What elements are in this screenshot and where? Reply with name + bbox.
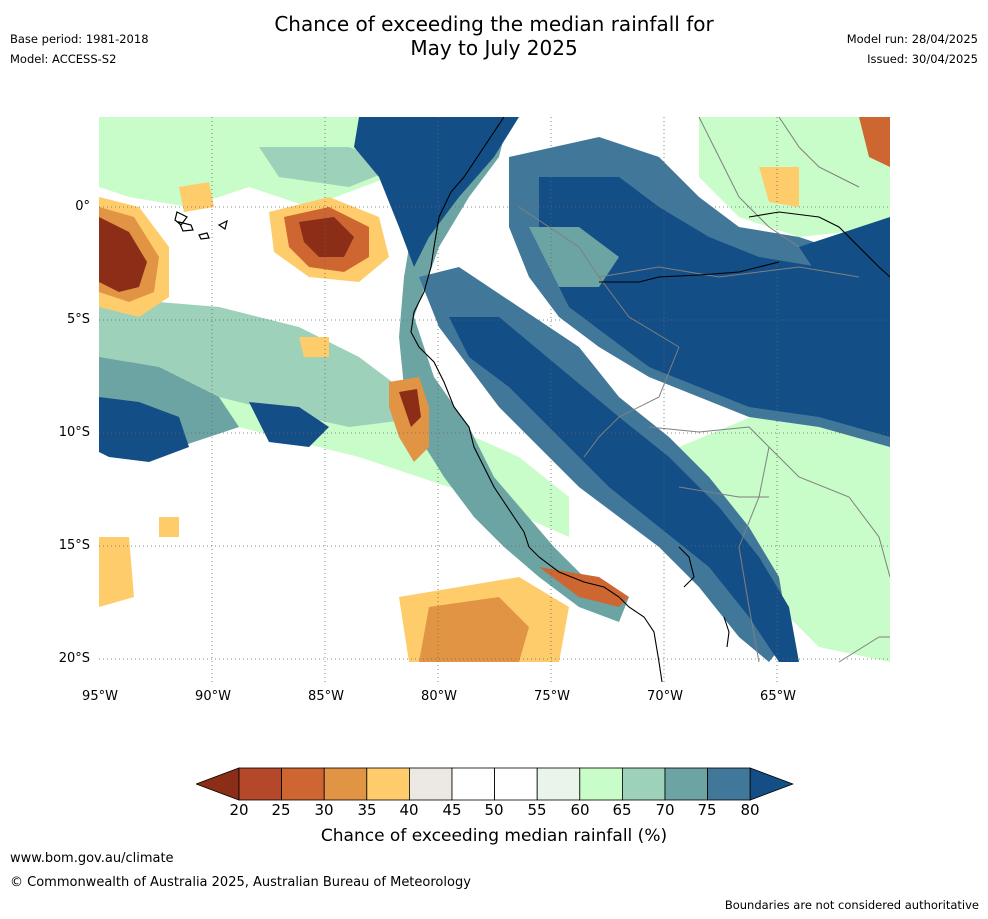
region-teal-amazon	[529, 227, 619, 287]
lon-tick-75w: 75°W	[534, 689, 570, 704]
colorbar-extend-high	[749, 767, 795, 801]
lon-tick-85w: 85°W	[308, 689, 344, 704]
blob-dry-sw	[99, 537, 134, 607]
meta-left: Base period: 1981-2018 Model: ACCESS-S2	[10, 29, 149, 69]
country-borders	[518, 116, 891, 663]
blob-dry-coast-1-core	[399, 389, 421, 427]
blob-dry-small	[299, 337, 329, 357]
colorbar-label-60: 60	[570, 801, 590, 819]
lat-tick-5s: 5°S	[66, 312, 90, 327]
blob-dry-ne-2	[759, 167, 799, 207]
colorbar-label-35: 35	[357, 801, 377, 819]
colorbar-swatch	[408, 767, 453, 801]
colorbar-label-75: 75	[697, 801, 717, 819]
colorbar-title: Chance of exceeding median rainfall (%)	[320, 826, 668, 846]
blob-dry-south-mid	[419, 597, 529, 662]
footer-url: www.bom.gov.au/climate	[10, 851, 174, 866]
region-green-nw	[99, 117, 399, 207]
colorbar-label-40: 40	[399, 801, 419, 819]
galapagos-islands	[174, 211, 228, 240]
colorbar-swatch	[451, 767, 495, 801]
colorbar-label-20: 20	[229, 801, 249, 819]
title-line-1: Chance of exceeding the median rainfall …	[274, 12, 714, 36]
region-blue-amazon	[539, 177, 890, 437]
colorbar-swatch	[621, 767, 666, 801]
region-blue-ne	[799, 217, 890, 317]
map-title: Chance of exceeding the median rainfall …	[0, 12, 988, 60]
blob-dry-north-core	[299, 217, 354, 257]
colorbar-label-30: 30	[314, 801, 334, 819]
colorbar-swatch	[664, 767, 708, 801]
colorbar-label-55: 55	[527, 801, 547, 819]
colorbar-swatch	[536, 767, 581, 801]
blob-dry-small-2	[159, 517, 179, 537]
colorbar-label-65: 65	[612, 801, 632, 819]
blob-dry-west-core	[99, 217, 147, 292]
colorbar-swatch	[494, 767, 538, 801]
model-text: Model: ACCESS-S2	[10, 52, 117, 66]
region-teal-west	[99, 297, 429, 427]
lon-tick-70w: 70°W	[647, 689, 683, 704]
blob-dry-peru-coast	[539, 567, 629, 607]
title-line-2: May to July 2025	[410, 36, 578, 60]
colorbar-svg	[194, 767, 795, 801]
colorbar-swatch	[579, 767, 623, 801]
footer-copyright: © Commonwealth of Australia 2025, Austra…	[10, 875, 471, 890]
colorbar-label-70: 70	[655, 801, 675, 819]
coastline	[410, 116, 891, 683]
colorbar-label-25: 25	[271, 801, 291, 819]
colorbar-swatch	[281, 767, 325, 801]
colorbar-swatch	[707, 767, 751, 801]
lon-tick-65w: 65°W	[760, 689, 796, 704]
footer-note: Boundaries are not considered authoritat…	[724, 898, 979, 912]
lon-tick-90w: 90°W	[195, 689, 231, 704]
lat-tick-0: 0°	[75, 199, 90, 214]
lat-tick-15s: 15°S	[58, 538, 90, 553]
region-green-se	[679, 397, 890, 662]
band-blue-coastal	[449, 317, 799, 662]
colorbar-swatch	[238, 767, 282, 801]
blob-dry-ne	[859, 117, 890, 167]
blob-dry-galapagos	[179, 182, 214, 212]
rainfall-map	[99, 116, 891, 683]
colorbar-swatch	[323, 767, 368, 801]
colorbar-label-50: 50	[484, 801, 504, 819]
issued-text: Issued: 30/04/2025	[867, 52, 978, 66]
lon-tick-95w: 95°W	[82, 689, 118, 704]
blob-blue-west-2	[249, 402, 329, 447]
colorbar-extend-low	[194, 767, 240, 801]
base-period-text: Base period: 1981-2018	[10, 32, 149, 46]
meta-right: Model run: 28/04/2025 Issued: 30/04/2025	[847, 29, 978, 69]
lat-tick-10s: 10°S	[58, 425, 90, 440]
colorbar-label-45: 45	[442, 801, 462, 819]
colorbar-label-80: 80	[740, 801, 760, 819]
map-svg	[99, 116, 891, 683]
lon-tick-80w: 80°W	[421, 689, 457, 704]
model-run-text: Model run: 28/04/2025	[846, 32, 978, 46]
colorbar-swatch	[366, 767, 410, 801]
region-blue-north	[354, 117, 519, 267]
blob-blue-west-1	[99, 397, 189, 462]
lat-tick-20s: 20°S	[58, 651, 90, 666]
colorbar	[194, 767, 795, 801]
